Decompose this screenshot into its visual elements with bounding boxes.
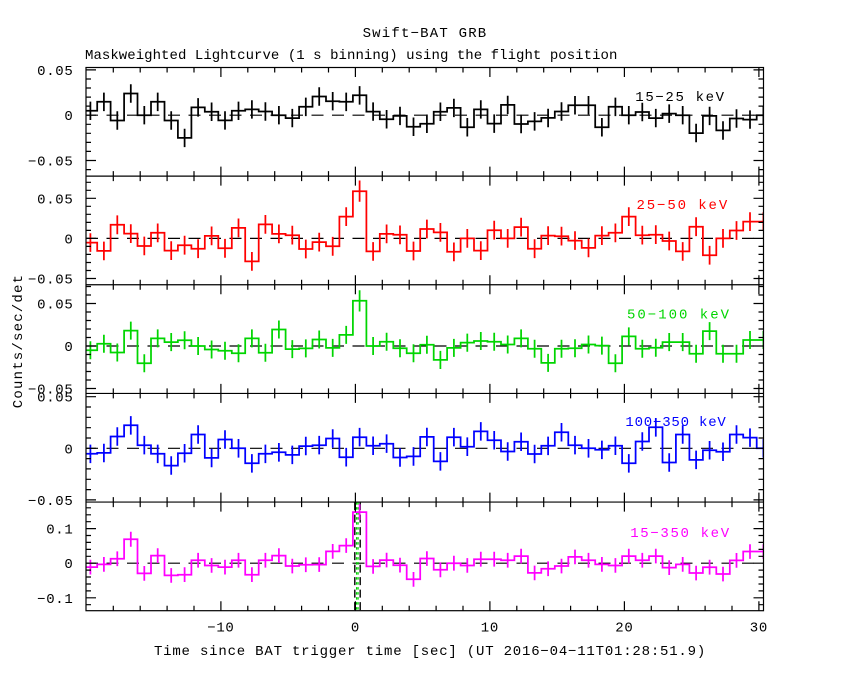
svg-text:−0.05: −0.05 (28, 383, 74, 399)
svg-text:25−50 keV: 25−50 keV (636, 198, 729, 214)
svg-text:0: 0 (64, 442, 73, 458)
svg-text:0: 0 (351, 620, 360, 636)
svg-text:0: 0 (64, 232, 73, 248)
svg-text:15−25 keV: 15−25 keV (635, 90, 725, 106)
svg-text:20: 20 (615, 620, 633, 636)
svg-text:−0.1: −0.1 (37, 592, 73, 608)
svg-text:100−350 keV: 100−350 keV (625, 415, 726, 431)
svg-text:0.05: 0.05 (37, 64, 73, 80)
svg-text:0: 0 (64, 557, 73, 573)
svg-text:Swift−BAT GRB: Swift−BAT GRB (363, 26, 488, 42)
svg-text:10: 10 (481, 620, 499, 636)
svg-text:Counts/sec/det: Counts/sec/det (11, 274, 27, 408)
svg-text:30: 30 (750, 620, 768, 636)
svg-text:−10: −10 (207, 620, 234, 636)
svg-text:−0.05: −0.05 (28, 273, 74, 289)
svg-text:0.1: 0.1 (46, 523, 73, 539)
svg-text:0.05: 0.05 (37, 391, 73, 407)
svg-text:0.05: 0.05 (37, 298, 73, 314)
svg-text:0.05: 0.05 (37, 192, 73, 208)
svg-text:−0.05: −0.05 (28, 155, 74, 171)
svg-text:−0.05: −0.05 (28, 494, 74, 510)
svg-text:50−100 keV: 50−100 keV (627, 308, 731, 324)
svg-text:0: 0 (64, 109, 73, 125)
svg-text:15−350 keV: 15−350 keV (630, 526, 731, 542)
svg-text:Time since BAT trigger time [s: Time since BAT trigger time [sec] (UT 20… (154, 644, 706, 660)
svg-text:Maskweighted Lightcurve (1 s b: Maskweighted Lightcurve (1 s binning) us… (85, 48, 617, 64)
svg-text:0: 0 (64, 340, 73, 356)
